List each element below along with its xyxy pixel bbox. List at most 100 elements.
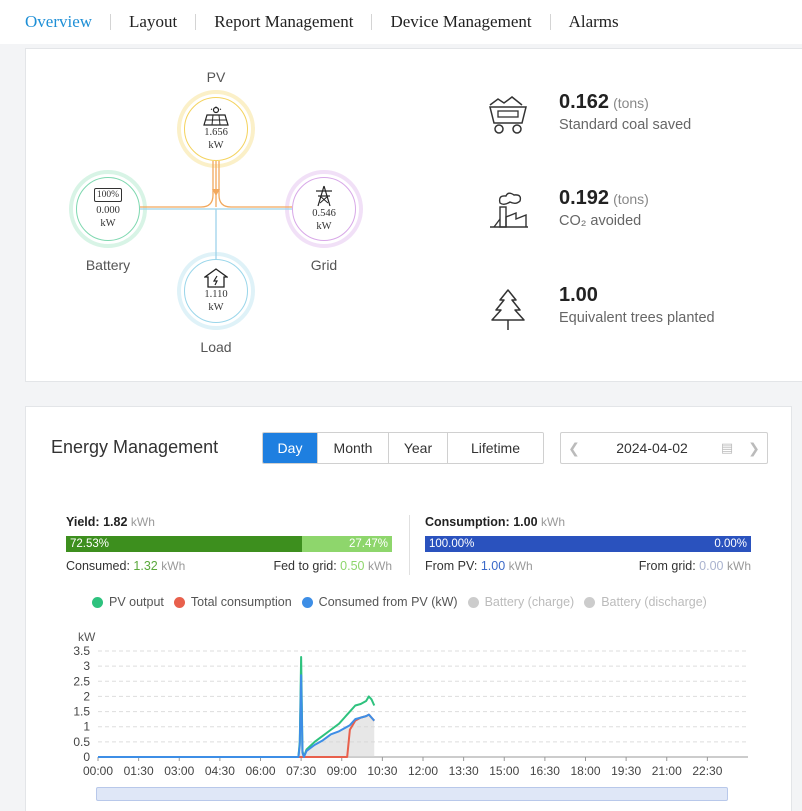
house-icon	[204, 268, 228, 288]
x-tick-label: 09:00	[327, 764, 357, 778]
trees-desc: Equivalent trees planted	[559, 310, 715, 326]
y-tick-label: 0	[83, 750, 90, 764]
x-tick-label: 03:00	[164, 764, 194, 778]
consumption-from-grid: From grid: 0.00 kWh	[638, 559, 751, 573]
x-tick-label: 12:00	[408, 764, 438, 778]
x-tick-label: 13:30	[449, 764, 479, 778]
co2-desc: CO₂ avoided	[559, 213, 642, 229]
consumption-heading: Consumption: 1.00 kWh	[425, 515, 566, 529]
coal-cart-icon	[489, 96, 527, 134]
nav-device-management[interactable]: Device Management	[390, 12, 532, 31]
x-tick-label: 10:30	[367, 764, 397, 778]
tree-icon	[491, 289, 525, 330]
legend-total-consumption[interactable]: Total consumption	[173, 595, 292, 609]
tab-year[interactable]: Year	[389, 433, 448, 463]
legend-battery-discharge[interactable]: Battery (discharge)	[584, 595, 707, 609]
tab-lifetime[interactable]: Lifetime	[448, 433, 543, 463]
nav-overview[interactable]: Overview	[25, 12, 93, 31]
consumption-pv-segment: 100.00%	[425, 536, 588, 552]
chart-zoom-slider[interactable]	[96, 787, 728, 801]
coal-desc: Standard coal saved	[559, 117, 692, 133]
nav-layout[interactable]: Layout	[129, 12, 178, 31]
yield-fed-segment: 27.47%	[302, 536, 392, 552]
coal-value: 0.162 (tons)	[559, 91, 649, 113]
x-tick-label: 04:30	[205, 764, 235, 778]
x-tick-label: 19:30	[611, 764, 641, 778]
nav-alarms[interactable]: Alarms	[568, 12, 619, 31]
x-tick-label: 21:00	[652, 764, 682, 778]
x-tick-label: 01:30	[124, 764, 154, 778]
energy-line-chart: kW 00.511.5 22.533.5 00:00 01:30 03:00 04:30 06…	[73, 630, 748, 778]
trees-value: 1.00	[559, 284, 598, 306]
consumption-from-pv: From PV: 1.00 kWh	[425, 559, 533, 573]
yield-consumed: Consumed: 1.32 kWh	[66, 559, 186, 573]
date-picker: ❮ 2024-04-02 ▤ ❯	[560, 432, 768, 464]
legend-consumed-from-pv[interactable]: Consumed from PV (kW)	[301, 595, 458, 609]
legend-pv-output[interactable]: PV output	[92, 595, 164, 609]
x-tick-label: 00:00	[83, 764, 113, 778]
battery-value: 0.000	[96, 205, 120, 216]
prev-date-chevron-left-icon[interactable]: ❮	[568, 439, 580, 456]
stat-trees: 1.00 Equivalent trees planted	[486, 284, 802, 344]
yield-heading: Yield: 1.82 kWh	[66, 515, 155, 529]
yield-consumed-segment: 72.53%	[66, 536, 302, 552]
y-tick-label: 3	[83, 659, 90, 673]
y-tick-label: 1	[83, 720, 90, 734]
grid-node[interactable]: 0.546 kW	[292, 177, 356, 241]
y-tick-label: 1.5	[73, 705, 90, 719]
nav-divider	[549, 14, 551, 30]
tab-day[interactable]: Day	[263, 433, 318, 463]
energy-management-card: Energy Management Day Month Year Lifetim…	[25, 406, 792, 811]
next-date-chevron-right-icon[interactable]: ❯	[748, 439, 760, 456]
nav-divider	[110, 14, 112, 30]
series-line-2	[98, 674, 375, 758]
pv-label: PV	[206, 69, 226, 85]
y-tick-label: 2	[83, 689, 90, 703]
x-tick-label: 18:00	[570, 764, 600, 778]
y-tick-label: 0.5	[73, 735, 90, 749]
calendar-icon[interactable]: ▤	[720, 440, 734, 455]
overview-card: 1.656 kW PV 100% 0.000 kW Battery 0.546 …	[25, 48, 802, 382]
pv-value: 1.656	[204, 127, 228, 138]
top-nav: Overview Layout Report Management Device…	[0, 0, 802, 44]
solar-panel-icon	[203, 106, 229, 126]
consumption-bar: 100.00% 0.00%	[425, 536, 751, 552]
battery-unit: kW	[100, 218, 116, 229]
power-tower-icon	[316, 185, 332, 207]
consumed-area	[98, 675, 375, 757]
date-input[interactable]: 2024-04-02	[616, 440, 688, 456]
flow-lines	[69, 90, 363, 330]
load-value: 1.110	[204, 289, 228, 300]
legend-battery-charge[interactable]: Battery (charge)	[467, 595, 574, 609]
battery-icon: 100%	[93, 188, 123, 202]
nav-report-management[interactable]: Report Management	[214, 12, 354, 31]
stat-co2: 0.192 (tons) CO₂ avoided	[486, 187, 802, 247]
yield-fed-to-grid: Fed to grid: 0.50 kWh	[273, 559, 392, 573]
nav-divider	[195, 14, 197, 30]
y-axis-label: kW	[78, 630, 96, 644]
load-node[interactable]: 1.110 kW	[184, 259, 248, 323]
energy-flow-diagram: 1.656 kW PV 100% 0.000 kW Battery 0.546 …	[26, 49, 426, 383]
x-tick-label: 16:30	[530, 764, 560, 778]
grid-label: Grid	[310, 257, 338, 273]
consumption-grid-segment: 0.00%	[588, 536, 751, 552]
tab-month[interactable]: Month	[318, 433, 389, 463]
x-tick-label: 06:00	[245, 764, 275, 778]
x-tick-label: 15:00	[489, 764, 519, 778]
stat-coal: 0.162 (tons) Standard coal saved	[486, 91, 802, 151]
chart-legend: PV output Total consumption Consumed fro…	[92, 595, 717, 609]
nav-divider	[371, 14, 373, 30]
consumption-summary: Consumption: 1.00 kWh 100.00% 0.00% From…	[425, 515, 751, 573]
co2-value: 0.192 (tons)	[559, 187, 649, 209]
battery-node[interactable]: 100% 0.000 kW	[76, 177, 140, 241]
x-tick-label: 07:30	[286, 764, 316, 778]
load-unit: kW	[208, 302, 224, 313]
battery-label: Battery	[85, 257, 131, 273]
series-line-0	[98, 656, 376, 758]
factory-icon	[490, 192, 528, 228]
yield-bar: 72.53% 27.47%	[66, 536, 392, 552]
summary-divider	[409, 515, 410, 575]
period-tabs: Day Month Year Lifetime	[262, 432, 544, 464]
pv-node[interactable]: 1.656 kW	[184, 97, 248, 161]
y-tick-label: 3.5	[73, 644, 90, 658]
